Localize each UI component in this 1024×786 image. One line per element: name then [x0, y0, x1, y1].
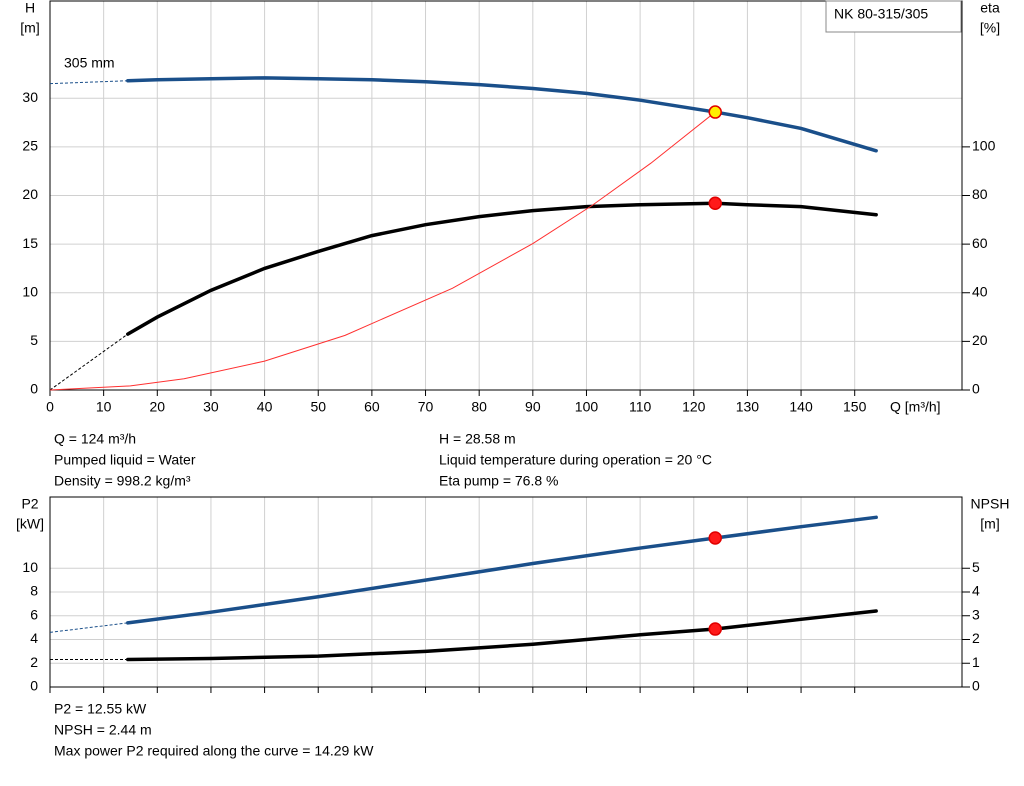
info-text: Liquid temperature during operation = 20…: [439, 452, 712, 468]
curve-extrapolation: [49, 333, 129, 391]
x-axis-label: Q [m³/h]: [890, 399, 941, 415]
y2-axis-unit: [m]: [980, 516, 999, 532]
y-axis-label: P2: [21, 496, 38, 512]
y-tick-label: 25: [22, 138, 38, 154]
curve: [126, 515, 878, 625]
y-tick-label: 6: [30, 606, 38, 622]
y-tick-label: 8: [30, 583, 38, 599]
y2-tick-label: 80: [972, 186, 988, 202]
x-tick-label: 140: [789, 399, 813, 415]
curve: [126, 609, 878, 662]
x-tick-label: 100: [575, 399, 599, 415]
y2-tick-label: 0: [972, 678, 980, 694]
info-text: Density = 998.2 kg/m³: [54, 473, 191, 489]
y-axis-unit: [m]: [20, 20, 39, 36]
y-tick-label: 30: [22, 89, 38, 105]
y-tick-label: 0: [30, 678, 38, 694]
y2-tick-label: 3: [972, 606, 980, 622]
curve: [126, 76, 878, 153]
y2-tick-label: 2: [972, 630, 980, 646]
x-tick-label: 90: [525, 399, 541, 415]
y2-tick-label: 1: [972, 654, 980, 670]
y-axis-label: H: [25, 0, 35, 16]
plot-frame: [49, 496, 963, 688]
info-text: H = 28.58 m: [439, 431, 516, 447]
x-tick-label: 60: [364, 399, 380, 415]
operating-point: [708, 105, 722, 119]
curve-label: 305 mm: [64, 55, 115, 71]
x-tick-label: 20: [150, 399, 166, 415]
operating-point: [708, 196, 722, 211]
operating-point: [708, 622, 722, 636]
legend-text: NK 80-315/305: [834, 6, 928, 22]
y2-tick-label: 4: [972, 583, 980, 599]
x-tick-label: 50: [310, 399, 326, 415]
x-tick-label: 110: [629, 399, 652, 415]
x-tick-label: 130: [736, 399, 760, 415]
y2-tick-label: 5: [972, 559, 980, 575]
curve-extrapolation: [49, 622, 128, 633]
x-tick-label: 0: [46, 399, 54, 415]
curve: [49, 111, 716, 391]
y-tick-label: 2: [30, 654, 38, 670]
y2-axis-unit: [%]: [980, 20, 1000, 36]
y2-axis-label: NPSH: [971, 496, 1010, 512]
x-tick-label: 40: [257, 399, 273, 415]
y2-tick-label: 60: [972, 235, 988, 251]
operating-point: [708, 531, 722, 545]
legend-box: [825, 0, 962, 33]
y2-tick-label: 20: [972, 332, 988, 348]
info-text: Eta pump = 76.8 %: [439, 473, 558, 489]
y-tick-label: 20: [22, 186, 38, 202]
y2-tick-label: 0: [972, 381, 980, 397]
y-tick-label: 15: [22, 235, 38, 251]
plot-frame: [49, 0, 963, 391]
info-text: Q = 124 m³/h: [54, 431, 136, 447]
x-tick-label: 150: [843, 399, 867, 415]
x-tick-label: 10: [96, 399, 112, 415]
x-tick-label: 80: [471, 399, 487, 415]
y-tick-label: 10: [22, 283, 38, 299]
y-tick-label: 5: [30, 332, 38, 348]
curve-extrapolation: [49, 80, 128, 85]
info-text: Pumped liquid = Water: [54, 452, 196, 468]
y-tick-label: 4: [30, 630, 38, 646]
x-tick-label: 30: [203, 399, 219, 415]
info-text: Max power P2 required along the curve = …: [54, 743, 374, 759]
curve: [126, 201, 878, 336]
x-tick-label: 70: [418, 399, 434, 415]
info-text: NPSH = 2.44 m: [54, 722, 152, 738]
info-text: P2 = 12.55 kW: [54, 701, 147, 717]
y-axis-unit: [kW]: [16, 516, 44, 532]
y-tick-label: 0: [30, 381, 38, 397]
y2-tick-label: 40: [972, 283, 988, 299]
y2-tick-label: 100: [972, 138, 996, 154]
y-tick-label: 10: [22, 559, 38, 575]
x-tick-label: 120: [682, 399, 706, 415]
y2-axis-label: eta: [980, 0, 1000, 16]
